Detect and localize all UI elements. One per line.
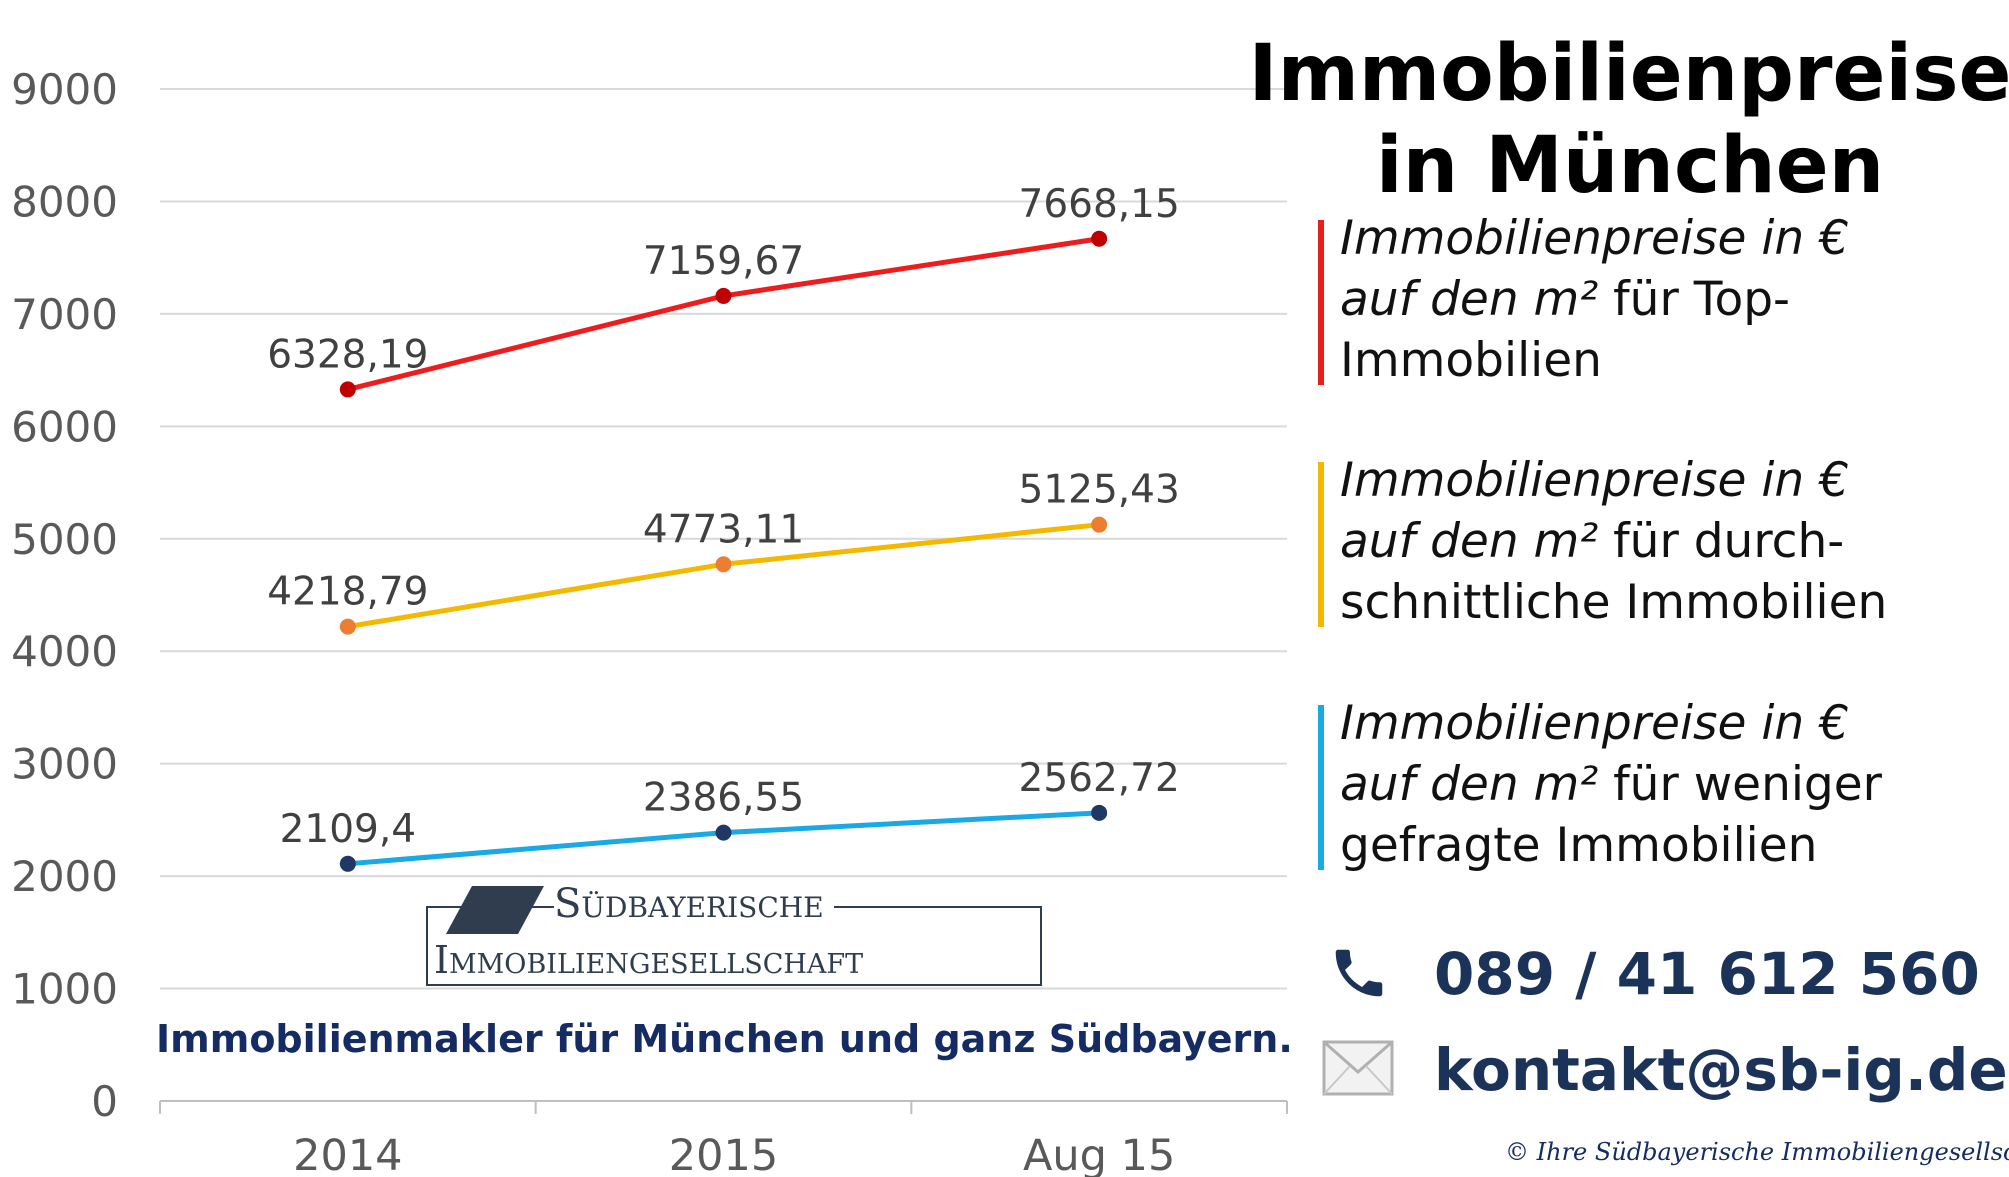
y-tick-label: 2000 [11, 852, 118, 901]
y-tick-label: 6000 [11, 402, 118, 451]
data-point [339, 381, 356, 398]
chart-title: Immobilienpreise in München [1240, 28, 2009, 212]
data-label: 7668,15 [1019, 182, 1180, 227]
legend-item-top: Immobilienpreise in € auf den m² für Top… [1318, 208, 1998, 388]
data-label: 6328,19 [267, 332, 428, 377]
line-chart: 0 1000 2000 3000 4000 5000 6000 7000 8000 9000 20… [11, 65, 1288, 1177]
y-axis-ticks: 0 1000 2000 3000 4000 5000 6000 7000 8000 9000 [11, 65, 118, 1126]
y-tick-label: 1000 [11, 965, 118, 1014]
x-tick-label: Aug 15 [1023, 1131, 1175, 1177]
data-label: 7159,67 [643, 239, 804, 284]
data-label: 2109,4 [280, 807, 416, 852]
legend-swatch-average [1318, 462, 1324, 627]
legend-swatch-top [1318, 220, 1324, 385]
y-tick-label: 9000 [11, 65, 118, 114]
legend-label-low: Immobilienpreise in € auf den m² für wen… [1340, 696, 1883, 873]
data-point [1091, 230, 1108, 247]
y-tick-label: 7000 [11, 290, 118, 339]
data-label: 2386,55 [643, 776, 804, 821]
tagline: Immobilienmakler für München und ganz Sü… [156, 1017, 1293, 1061]
y-tick-label: 4000 [11, 627, 118, 676]
data-label: 4773,11 [643, 507, 804, 552]
legend-swatch-low [1318, 705, 1324, 870]
copyright-notice: © Ihre Südbayerische Immobiliengesellsch… [1505, 1138, 2009, 1166]
phone-number[interactable]: 089 / 41 612 560 [1434, 940, 1980, 1008]
legend-item-low: Immobilienpreise in € auf den m² für wen… [1318, 693, 1998, 873]
y-tick-label: 8000 [11, 177, 118, 226]
legend-label-top: Immobilienpreise in € auf den m² für Top… [1340, 211, 1850, 388]
x-tick-label: 2014 [293, 1131, 402, 1177]
y-tick-label: 5000 [11, 515, 118, 564]
gridlines [160, 88, 1287, 990]
company-logo: Südbayerische Immobiliengesellschaft [426, 880, 1046, 990]
data-point [339, 855, 356, 872]
phone-icon [1335, 949, 1383, 997]
data-point [1091, 516, 1108, 533]
data-label: 4218,79 [267, 570, 428, 615]
logo-text-line-2: Immobiliengesellschaft [434, 938, 864, 982]
logo-text-line-1: Südbayerische [554, 880, 834, 928]
envelope-icon [1322, 1040, 1394, 1096]
email-address[interactable]: kontakt@sb-ig.de [1434, 1036, 2008, 1104]
x-tick-label: 2015 [669, 1131, 778, 1177]
legend-item-average: Immobilienpreise in € auf den m² für dur… [1318, 450, 1998, 630]
title-line-1: Immobilienpreise [1248, 29, 2009, 119]
data-point [715, 287, 732, 304]
legend-label-average: Immobilienpreise in € auf den m² für dur… [1340, 453, 1888, 630]
data-point [715, 556, 732, 573]
x-axis: 2014 2015 Aug 15 [159, 1100, 1288, 1177]
title-line-2: in München [1375, 121, 1885, 211]
data-point [715, 824, 732, 841]
y-tick-label: 0 [91, 1077, 118, 1126]
data-label: 2562,72 [1019, 756, 1180, 801]
data-label: 5125,43 [1019, 468, 1180, 513]
data-point [339, 618, 356, 635]
data-point [1091, 804, 1108, 821]
y-tick-label: 3000 [11, 740, 118, 789]
logo-parallelogram-icon [446, 886, 544, 934]
series-group: 6328,19 7159,67 7668,15 4218,79 4773,11 5125,… [267, 182, 1180, 872]
